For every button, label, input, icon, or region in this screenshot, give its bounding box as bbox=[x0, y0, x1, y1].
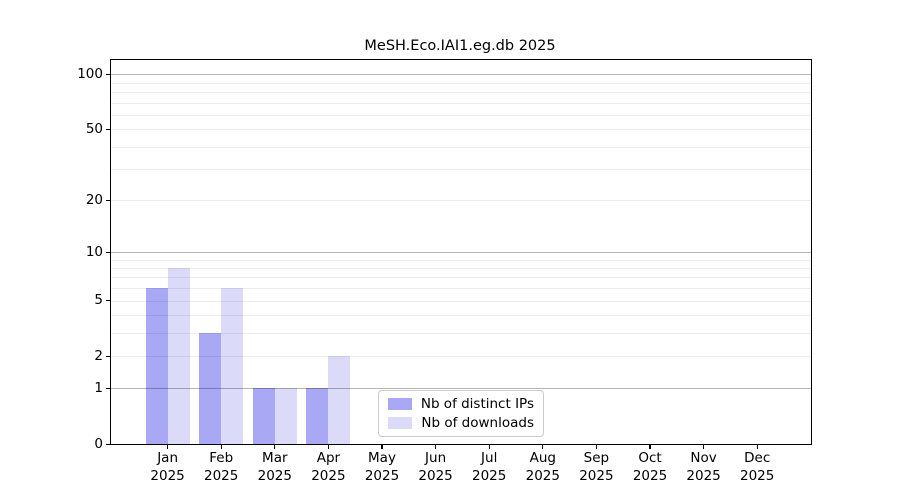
legend: Nb of distinct IPs Nb of downloads bbox=[378, 390, 544, 437]
minor-gridline-5 bbox=[111, 300, 811, 302]
x-tick-mark-jun bbox=[434, 445, 437, 449]
bar-distinct-ips-mar bbox=[252, 388, 275, 444]
chart-title: MeSH.Eco.IAI1.eg.db 2025 bbox=[364, 38, 556, 54]
minor-gridline-90 bbox=[111, 82, 811, 84]
y-tick-mark-2 bbox=[106, 355, 110, 357]
x-tick-label-jun: Jun 2025 bbox=[418, 450, 453, 484]
y-tick-label-1: 1 bbox=[94, 379, 103, 396]
minor-gridline-80 bbox=[111, 92, 811, 94]
x-tick-mark-mar bbox=[274, 445, 276, 449]
x-tick-mark-oct bbox=[649, 445, 651, 449]
x-tick-mark-apr bbox=[327, 445, 330, 449]
bar-downloads-jan bbox=[167, 268, 190, 444]
x-tick-label-jul: Jul 2025 bbox=[472, 450, 507, 484]
x-tick-label-sep: Sep 2025 bbox=[579, 450, 614, 484]
x-tick-mark-aug bbox=[542, 445, 544, 449]
x-tick-mark-jan bbox=[166, 445, 169, 449]
legend-item-downloads: Nb of downloads bbox=[388, 415, 534, 431]
y-tick-mark-1 bbox=[106, 387, 110, 390]
x-tick-mark-sep bbox=[595, 445, 598, 449]
minor-gridline-60 bbox=[111, 114, 811, 116]
x-tick-label-mar: Mar 2025 bbox=[257, 450, 292, 484]
minor-gridline-50 bbox=[111, 129, 811, 131]
legend-swatch-distinct-ips bbox=[388, 398, 412, 411]
minor-gridline-4 bbox=[111, 315, 811, 317]
x-tick-label-may: May 2025 bbox=[364, 450, 400, 484]
minor-gridline-7 bbox=[111, 277, 811, 279]
bar-downloads-apr bbox=[328, 356, 351, 444]
y-tick-mark-20 bbox=[106, 199, 110, 202]
y-tick-label-10: 10 bbox=[85, 243, 103, 260]
x-tick-label-aug: Aug 2025 bbox=[525, 450, 560, 484]
y-tick-mark-0 bbox=[106, 443, 110, 445]
plot-area: 0 1 2 5 10 20 50 100 Jan 2025 Feb 2025 Mar 2025 Apr 202… bbox=[77, 59, 812, 484]
y-tick-mark-100 bbox=[106, 73, 110, 76]
y-tick-label-5: 5 bbox=[94, 292, 103, 309]
x-tick-label-dec: Dec 2025 bbox=[740, 450, 775, 484]
minor-gridline-40 bbox=[111, 146, 811, 148]
x-tick-label-oct: Oct 2025 bbox=[632, 450, 668, 484]
minor-gridline-30 bbox=[111, 169, 811, 171]
minor-gridline-6 bbox=[111, 288, 811, 290]
y-tick-mark-10 bbox=[106, 251, 110, 253]
x-tick-mark-dec bbox=[756, 445, 758, 449]
bar-distinct-ips-feb bbox=[199, 332, 222, 444]
legend-label-distinct-ips: Nb of distinct IPs bbox=[420, 396, 534, 413]
y-tick-mark-50 bbox=[106, 128, 110, 131]
x-tick-mark-jul bbox=[488, 445, 490, 449]
bar-downloads-mar bbox=[274, 388, 297, 444]
legend-swatch-downloads bbox=[388, 416, 413, 429]
legend-label-downloads: Nb of downloads bbox=[421, 414, 534, 431]
y-tick-mark-5 bbox=[106, 300, 110, 302]
bar-downloads-feb bbox=[221, 288, 244, 444]
x-tick-mark-feb bbox=[220, 445, 222, 449]
minor-gridline-9 bbox=[111, 259, 811, 261]
x-tick-mark-nov bbox=[702, 445, 705, 449]
bar-distinct-ips-apr bbox=[306, 388, 329, 444]
y-tick-label-2: 2 bbox=[94, 347, 103, 364]
major-gridline-10 bbox=[111, 252, 811, 253]
y-tick-label-100: 100 bbox=[77, 65, 103, 82]
y-tick-label-20: 20 bbox=[85, 191, 103, 208]
minor-gridline-70 bbox=[111, 102, 811, 104]
x-tick-label-nov: Nov 2025 bbox=[686, 450, 721, 484]
y-tick-label-50: 50 bbox=[85, 120, 103, 137]
y-tick-label-0: 0 bbox=[94, 435, 103, 452]
minor-gridline-20 bbox=[111, 200, 811, 202]
minor-gridline-8 bbox=[111, 268, 811, 270]
x-tick-label-jan: Jan 2025 bbox=[150, 450, 185, 484]
x-tick-label-feb: Feb 2025 bbox=[204, 450, 239, 484]
bar-distinct-ips-jan bbox=[145, 288, 168, 444]
legend-item-distinct-ips: Nb of distinct IPs bbox=[388, 396, 534, 412]
x-tick-mark-may bbox=[381, 445, 383, 449]
major-gridline-100 bbox=[111, 74, 811, 76]
x-tick-label-apr: Apr 2025 bbox=[311, 450, 346, 484]
